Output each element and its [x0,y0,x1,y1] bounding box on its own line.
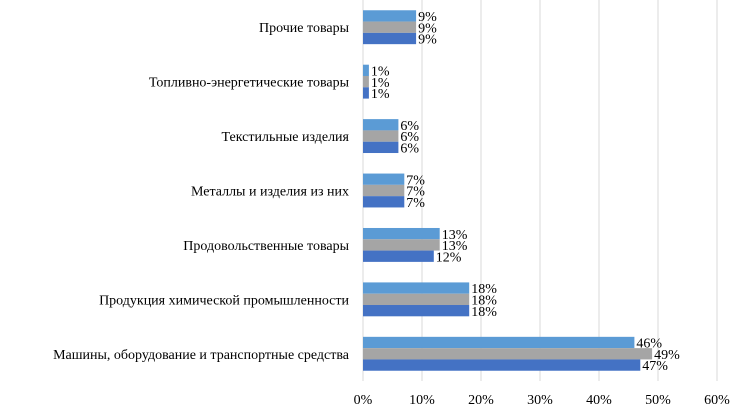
data-label: 18% [471,305,497,320]
bar [363,10,417,22]
bar [363,336,635,349]
x-tick-label: 10% [409,393,435,408]
data-label: 6% [400,130,419,145]
bar [363,75,369,88]
bar [363,282,470,294]
data-label: 9% [418,21,437,36]
data-label: 7% [406,196,425,211]
data-label: 13% [442,239,468,254]
data-label: 13% [442,228,468,243]
data-label: 9% [418,10,437,25]
bar [363,64,369,76]
bar [363,32,417,45]
bar [363,119,399,131]
bar [363,130,399,142]
category-label: Продовольственные товары [183,239,349,254]
x-tick-label: 50% [645,393,671,408]
x-tick-label: 0% [354,393,373,408]
data-label: 6% [400,119,419,134]
bar [363,359,641,371]
bar [363,184,405,197]
data-label: 18% [471,294,497,309]
data-label: 1% [371,76,390,91]
x-tick-label: 60% [704,393,730,408]
bar [363,293,470,306]
data-label: 12% [436,250,462,265]
bar [363,21,417,33]
data-label: 18% [471,282,497,297]
x-tick-label: 40% [586,393,612,408]
x-axis-ticks: 0% 10% 20% 30% 40% 50% 60% [354,393,731,408]
data-label: 49% [654,348,680,363]
category-label: Машины, оборудование и транспортные сред… [53,348,350,363]
category-label: Прочие товары [259,21,350,36]
category-label: Металлы и изделия из них [191,185,349,200]
data-label: 1% [371,64,390,79]
bar [363,239,440,251]
bar [363,227,440,240]
data-label: 1% [371,87,390,102]
bar [363,87,369,99]
gridlines [362,0,718,381]
category-labels: Машины, оборудование и транспортные сред… [53,21,350,363]
data-labels: 46%49%47%18%18%18%13%13%12%7%7%7%6%6%6%1… [371,10,680,374]
data-label: 7% [406,185,425,200]
bars [363,10,653,371]
category-label: Топливно-энергетические товары [149,76,350,91]
bar [363,305,470,317]
data-label: 46% [636,337,662,352]
bar [363,348,653,360]
category-label: Текстильные изделия [221,130,349,145]
bar [363,173,405,185]
bar [363,250,434,262]
bar [363,141,399,154]
data-label: 9% [418,33,437,48]
data-label: 6% [400,142,419,157]
data-label: 47% [642,359,668,374]
category-label: Продукция химической промышленности [99,293,349,308]
x-tick-label: 20% [468,393,494,408]
bar [363,196,405,208]
data-label: 7% [406,173,425,188]
x-tick-label: 30% [527,393,553,408]
